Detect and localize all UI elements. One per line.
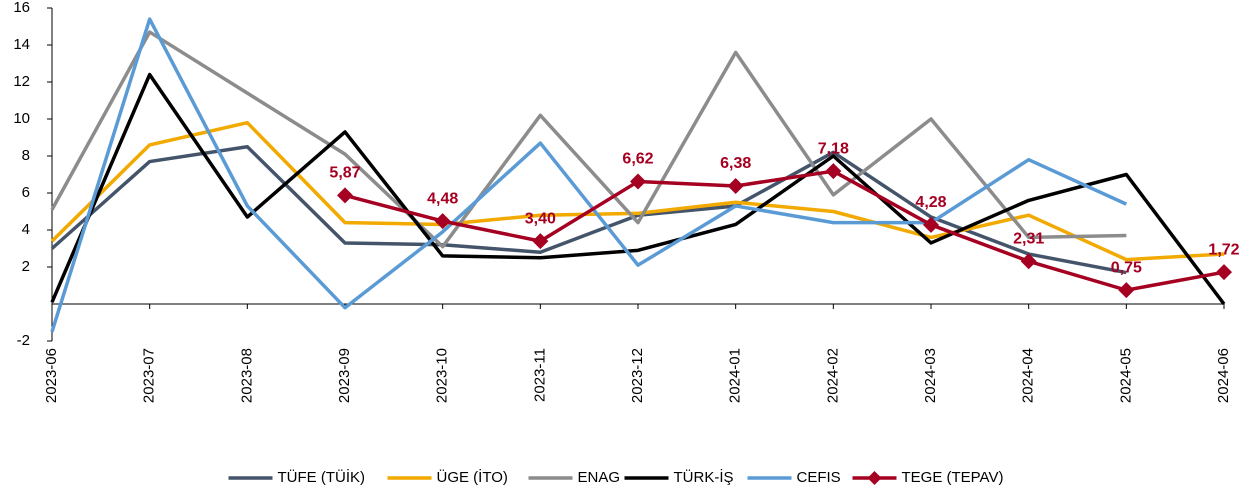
y-tick-label: 10 (13, 110, 30, 127)
point-marker (825, 163, 842, 180)
legend-label: TEGE (TEPAV) (902, 469, 1004, 486)
y-tick-label: 2 (22, 258, 30, 275)
y-tick-label: 16 (13, 0, 30, 16)
point-marker (532, 233, 549, 250)
x-tick-label: 2024-04 (1020, 348, 1037, 403)
y-tick-label: 14 (13, 36, 30, 53)
y-tick-label: -2 (17, 332, 30, 349)
legend-item: TÜRK-İŞ (624, 468, 734, 486)
value-label: 2,31 (1013, 230, 1044, 247)
x-tick-label: 2023-08 (238, 348, 255, 403)
series-line (50, 72, 1226, 306)
value-label: 1,72 (1208, 241, 1239, 258)
point-marker (727, 177, 744, 194)
legend-label: CEFIS (797, 469, 841, 486)
x-tick-label: 2024-06 (1215, 348, 1232, 403)
value-label: 4,48 (427, 190, 458, 207)
legend-item: ÜGE (İTO) (387, 468, 508, 486)
legend-label: ENAG (578, 469, 621, 486)
y-tick-label: 6 (22, 184, 30, 201)
x-tick-label: 2024-01 (727, 348, 744, 403)
x-tick-label: 2023-10 (434, 348, 451, 403)
x-tick-label: 2023-07 (141, 348, 158, 403)
point-marker (1216, 264, 1232, 281)
x-tick-label: 2023-06 (43, 348, 60, 403)
value-label: 0,75 (1111, 259, 1142, 276)
point-marker (1118, 282, 1135, 299)
x-tick-label: 2023-12 (629, 348, 646, 403)
legend-item: ENAG (528, 469, 621, 486)
legend-item: TEGE (TEPAV) (852, 469, 1004, 486)
y-tick-label: 8 (22, 147, 30, 164)
value-label: 3,40 (525, 210, 556, 227)
y-tick-label: 4 (22, 221, 30, 238)
point-marker (923, 216, 939, 233)
x-tick-label: 2024-05 (1117, 348, 1134, 403)
x-tick-label: 2024-03 (922, 348, 939, 403)
series-line (50, 145, 1127, 275)
series-line (50, 30, 1127, 249)
series-line (50, 120, 1225, 262)
x-tick-label: 2024-02 (824, 348, 841, 403)
y-tick-label: 12 (13, 73, 30, 90)
value-label: 6,62 (622, 151, 653, 168)
series-line (344, 169, 1225, 292)
x-tick-label: 2023-11 (531, 348, 548, 402)
value-label: 5,87 (329, 165, 360, 182)
value-label: 7,18 (818, 140, 849, 157)
value-label: 6,38 (720, 155, 751, 172)
legend-item: CEFIS (747, 469, 841, 486)
legend-marker (867, 471, 882, 485)
legend-label: TÜFE (TÜİK) (278, 468, 366, 486)
legend-label: ÜGE (İTO) (437, 468, 508, 486)
point-marker (630, 173, 646, 190)
point-marker (1020, 253, 1037, 270)
point-marker (434, 213, 451, 230)
point-marker (337, 187, 353, 204)
x-tick-label: 2023-09 (336, 348, 353, 403)
legend-item: TÜFE (TÜİK) (228, 468, 366, 486)
legend-label: TÜRK-İŞ (674, 468, 734, 486)
series-line (50, 17, 1128, 333)
value-label: 4,28 (915, 194, 946, 211)
